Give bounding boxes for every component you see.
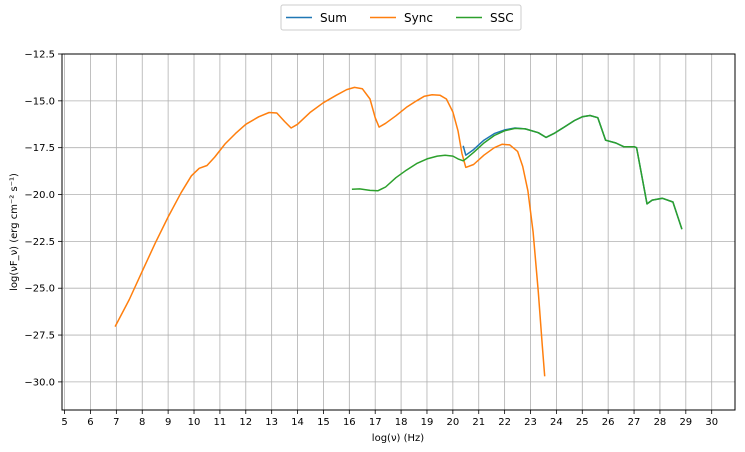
plot-frame [61, 53, 736, 411]
x-tick-label: 8 [139, 417, 145, 428]
x-tick-label: 22 [498, 417, 511, 428]
series-lines [114, 86, 683, 377]
x-tick-label: 12 [239, 417, 252, 428]
x-tick-label: 25 [576, 417, 589, 428]
y-tick-label: −22.5 [24, 237, 55, 248]
x-tick-label: 7 [113, 417, 119, 428]
x-tick-label: 26 [602, 417, 615, 428]
x-tick-label: 9 [165, 417, 171, 428]
x-tick-label: 17 [369, 417, 382, 428]
y-tick-label: −27.5 [24, 331, 55, 342]
x-tick-label: 19 [421, 417, 434, 428]
x-tick-label: 20 [446, 417, 459, 428]
legend-frame [280, 4, 522, 31]
grid [62, 53, 735, 410]
x-tick-label: 24 [550, 417, 563, 428]
x-tick-label: 15 [317, 417, 330, 428]
y-axis: −12.5 −15.0 −17.5 −20.0 −22.5 −25.0 −27.5 −30.0 [24, 50, 62, 388]
y-axis-label: log(νF_ν) (erg cm⁻² s⁻¹) [9, 173, 20, 291]
y-tick-label: −30.0 [24, 377, 55, 388]
series-line-sync [114, 86, 546, 377]
x-tick-label: 29 [679, 417, 692, 428]
x-tick-label: 11 [214, 417, 227, 428]
x-tick-label: 30 [705, 417, 718, 428]
series-line-ssc [351, 114, 683, 230]
x-tick-label: 27 [628, 417, 641, 428]
x-tick-label: 23 [524, 417, 537, 428]
legend-label-sum: Sum [320, 11, 347, 25]
x-tick-label: 6 [87, 417, 93, 428]
legend-label-ssc: SSC [490, 11, 514, 25]
x-axis-label: log(ν) (Hz) [372, 433, 424, 444]
y-tick-label: −15.0 [24, 96, 55, 107]
legend-label-sync: Sync [404, 11, 433, 25]
x-tick-label: 13 [265, 417, 278, 428]
x-tick-label: 18 [395, 417, 408, 428]
x-tick-label: 28 [654, 417, 667, 428]
x-tick-label: 5 [61, 417, 67, 428]
x-tick-label: 10 [188, 417, 201, 428]
y-tick-label: −12.5 [24, 50, 55, 61]
y-tick-label: −20.0 [24, 190, 55, 201]
x-axis: 5 6 7 8 9 10 11 12 13 14 15 16 17 18 19 20 21 22 23 24 25 26 2… [61, 410, 718, 428]
x-tick-label: 21 [472, 417, 485, 428]
x-tick-label: 14 [291, 417, 304, 428]
x-tick-label: 16 [343, 417, 356, 428]
y-tick-label: −17.5 [24, 143, 55, 154]
y-tick-label: −25.0 [24, 284, 55, 295]
legend: Sum Sync SSC [280, 4, 522, 31]
series-line-sum [462, 114, 683, 230]
